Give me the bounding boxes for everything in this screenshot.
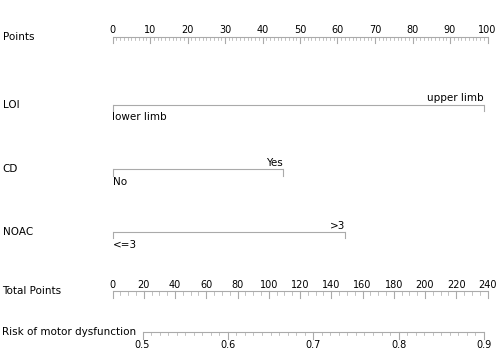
Text: Points: Points (2, 32, 34, 42)
Text: 90: 90 (444, 25, 456, 35)
Text: 120: 120 (291, 280, 309, 290)
Text: 70: 70 (369, 25, 381, 35)
Text: 160: 160 (354, 280, 372, 290)
Text: <=3: <=3 (112, 240, 136, 250)
Text: 0.8: 0.8 (391, 340, 406, 349)
Text: 0.6: 0.6 (220, 340, 236, 349)
Text: 80: 80 (406, 25, 418, 35)
Text: 140: 140 (322, 280, 340, 290)
Text: 20: 20 (138, 280, 150, 290)
Text: No: No (112, 177, 126, 187)
Text: 0.7: 0.7 (306, 340, 321, 349)
Text: 60: 60 (200, 280, 212, 290)
Text: 50: 50 (294, 25, 306, 35)
Text: LOI: LOI (2, 100, 19, 110)
Text: 20: 20 (182, 25, 194, 35)
Text: 40: 40 (256, 25, 268, 35)
Text: 240: 240 (478, 280, 497, 290)
Text: 100: 100 (478, 25, 496, 35)
Text: 0.9: 0.9 (476, 340, 492, 349)
Text: 30: 30 (219, 25, 231, 35)
Text: CD: CD (2, 164, 18, 174)
Text: Yes: Yes (266, 158, 282, 168)
Text: 0: 0 (110, 280, 116, 290)
Text: 80: 80 (232, 280, 243, 290)
Text: 60: 60 (332, 25, 344, 35)
Text: >3: >3 (330, 221, 345, 231)
Text: Total Points: Total Points (2, 287, 62, 296)
Text: 220: 220 (447, 280, 466, 290)
Text: 0: 0 (110, 25, 116, 35)
Text: lower limb: lower limb (112, 112, 167, 122)
Text: 40: 40 (169, 280, 181, 290)
Text: 0.5: 0.5 (135, 340, 150, 349)
Text: NOAC: NOAC (2, 227, 33, 237)
Text: 10: 10 (144, 25, 156, 35)
Text: upper limb: upper limb (428, 93, 484, 103)
Text: 180: 180 (384, 280, 403, 290)
Text: 100: 100 (260, 280, 278, 290)
Text: 200: 200 (416, 280, 434, 290)
Text: Risk of motor dysfunction: Risk of motor dysfunction (2, 327, 136, 337)
